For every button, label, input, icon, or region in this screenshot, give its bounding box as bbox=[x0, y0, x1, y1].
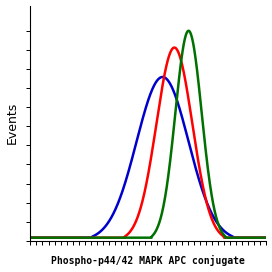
X-axis label: Phospho-p44/42 MAPK APC conjugate: Phospho-p44/42 MAPK APC conjugate bbox=[51, 255, 245, 267]
Y-axis label: Events: Events bbox=[5, 102, 18, 144]
